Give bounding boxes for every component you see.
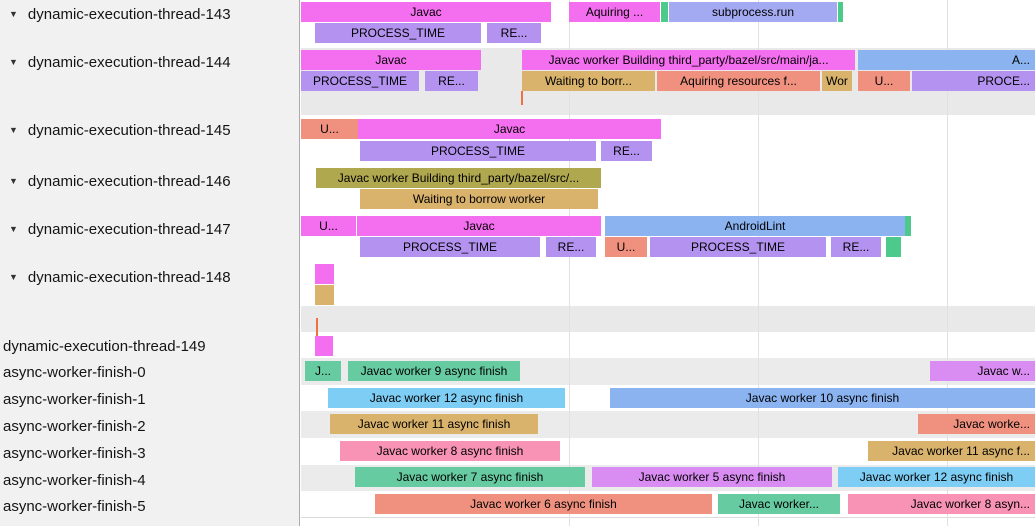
time-gridline <box>947 0 948 526</box>
timeline-bar[interactable]: RE... <box>601 141 652 161</box>
timeline-bar[interactable]: Waiting to borr... <box>522 71 655 91</box>
sidebar-row-label[interactable]: async-worker-finish-4 <box>0 470 146 490</box>
timeline-bar[interactable]: Javac worker 11 async finish <box>330 414 538 434</box>
row-label-text: async-worker-finish-0 <box>3 363 146 381</box>
timeline-bar[interactable]: Wor <box>822 71 852 91</box>
timeline-bar[interactable]: J... <box>305 361 341 381</box>
collapse-arrow-icon[interactable]: ▼ <box>9 125 18 135</box>
sidebar-row-label[interactable]: ▼ dynamic-execution-thread-143 <box>0 4 231 24</box>
timeline-bar[interactable]: Javac worker 12 async finish <box>328 388 565 408</box>
timeline-bar[interactable] <box>886 237 901 257</box>
timeline-bar[interactable]: Javac <box>301 2 551 22</box>
row-label-text: dynamic-execution-thread-144 <box>27 53 231 71</box>
timeline-bar[interactable]: U... <box>301 216 356 236</box>
event-marker-tick[interactable] <box>521 91 523 105</box>
collapse-arrow-icon[interactable]: ▼ <box>9 57 18 67</box>
sidebar-row-label[interactable]: dynamic-execution-thread-149 <box>0 336 206 356</box>
timeline-bar[interactable]: RE... <box>831 237 881 257</box>
time-gridline <box>758 0 759 526</box>
timeline-bar[interactable]: Javac worker 9 async finish <box>348 361 520 381</box>
timeline-bar[interactable]: Javac worker 12 async finish <box>838 467 1035 487</box>
timeline-bar[interactable]: RE... <box>425 71 478 91</box>
sidebar-row-label[interactable]: async-worker-finish-2 <box>0 416 146 436</box>
sidebar-row-label[interactable]: ▼ dynamic-execution-thread-148 <box>0 267 231 287</box>
timeline-bar[interactable]: AndroidLint <box>605 216 905 236</box>
timeline-bar[interactable] <box>315 336 333 356</box>
timeline-bar[interactable]: U... <box>858 71 910 91</box>
timeline-bar[interactable]: PROCESS_TIME <box>315 23 481 43</box>
timeline-bar[interactable]: PROCESS_TIME <box>360 141 596 161</box>
timeline-bar[interactable]: Javac worker 8 asyn... <box>848 494 1035 514</box>
timeline-bar[interactable]: Javac worker Building third_party/bazel/… <box>522 50 855 70</box>
timeline-bar[interactable] <box>905 216 911 236</box>
row-label-text: dynamic-execution-thread-148 <box>27 268 231 286</box>
collapse-arrow-icon[interactable]: ▼ <box>9 9 18 19</box>
row-labels-panel: ▼ dynamic-execution-thread-143 ▼ dynamic-ex… <box>0 0 300 526</box>
timeline-bar[interactable] <box>838 2 843 22</box>
timeline-bar[interactable]: Javac worker 5 async finish <box>592 467 832 487</box>
timeline-bar[interactable]: Javac worker 8 async finish <box>340 441 560 461</box>
timeline-bar[interactable]: RE... <box>546 237 596 257</box>
timeline-bar[interactable]: PROCESS_TIME <box>360 237 540 257</box>
timeline-bar[interactable] <box>661 2 668 22</box>
sidebar-row-label[interactable]: ▼ dynamic-execution-thread-147 <box>0 219 231 239</box>
event-marker-tick[interactable] <box>316 318 318 336</box>
timeline-bar[interactable]: PROCESS_TIME <box>301 71 419 91</box>
timeline-bar[interactable]: Aquiring ... <box>569 2 660 22</box>
timeline-bar[interactable]: Javac worker... <box>718 494 840 514</box>
collapse-arrow-icon[interactable]: ▼ <box>9 272 18 282</box>
collapse-arrow-icon[interactable]: ▼ <box>9 176 18 186</box>
row-label-text: async-worker-finish-4 <box>3 471 146 489</box>
timeline-bar[interactable]: Javac worke... <box>918 414 1035 434</box>
timeline-bar[interactable]: Javac worker 10 async finish <box>610 388 1035 408</box>
timeline-bar[interactable] <box>315 285 334 305</box>
timeline-bar[interactable]: Javac worker 11 async f... <box>868 441 1035 461</box>
row-label-text: async-worker-finish-1 <box>3 390 146 408</box>
sidebar-row-label[interactable]: async-worker-finish-1 <box>0 389 146 409</box>
sidebar-row-label[interactable]: async-worker-finish-3 <box>0 443 146 463</box>
time-gridline <box>569 0 570 526</box>
sidebar-row-label[interactable]: ▼ dynamic-execution-thread-144 <box>0 52 231 72</box>
collapse-arrow-icon[interactable]: ▼ <box>9 224 18 234</box>
timeline-bar[interactable]: PROCE... <box>912 71 1035 91</box>
row-label-text: dynamic-execution-thread-143 <box>27 5 231 23</box>
timeline-chart[interactable]: Javac Aquiring ... subprocess.run PROCESS_T… <box>301 0 1035 526</box>
timeline-bar[interactable]: A... <box>858 50 1035 70</box>
row-background-band <box>301 517 1035 518</box>
timeline-bar[interactable]: Javac <box>358 119 661 139</box>
timeline-bar[interactable]: Aquiring resources f... <box>657 71 820 91</box>
row-background-band <box>301 306 1035 332</box>
sidebar-row-label[interactable]: ▼ dynamic-execution-thread-146 <box>0 171 231 191</box>
timeline-bar[interactable]: Waiting to borrow worker <box>360 189 598 209</box>
row-label-text: dynamic-execution-thread-146 <box>27 172 231 190</box>
row-label-text: async-worker-finish-5 <box>3 497 146 515</box>
row-label-text: dynamic-execution-thread-149 <box>3 337 206 355</box>
row-label-text: async-worker-finish-2 <box>3 417 146 435</box>
sidebar-row-label[interactable]: async-worker-finish-5 <box>0 496 146 516</box>
timeline-bar[interactable]: PROCESS_TIME <box>650 237 826 257</box>
timeline-bar[interactable]: RE... <box>487 23 541 43</box>
timeline-bar[interactable]: U... <box>301 119 358 139</box>
timeline-bar[interactable]: Javac worker 6 async finish <box>375 494 712 514</box>
sidebar-row-label[interactable]: ▼ dynamic-execution-thread-145 <box>0 120 231 140</box>
timeline-bar[interactable] <box>315 264 334 284</box>
sidebar-row-label[interactable]: async-worker-finish-0 <box>0 362 146 382</box>
timeline-bar[interactable]: subprocess.run <box>669 2 837 22</box>
row-label-text: async-worker-finish-3 <box>3 444 146 462</box>
timeline-bar[interactable]: U... <box>605 237 647 257</box>
timeline-bar[interactable]: Javac w... <box>930 361 1035 381</box>
row-label-text: dynamic-execution-thread-147 <box>27 220 231 238</box>
timeline-bar[interactable]: Javac <box>357 216 601 236</box>
row-label-text: dynamic-execution-thread-145 <box>27 121 231 139</box>
timeline-bar[interactable]: Javac worker Building third_party/bazel/… <box>316 168 601 188</box>
timeline-bar[interactable]: Javac <box>301 50 481 70</box>
timeline-bar[interactable]: Javac worker 7 async finish <box>355 467 585 487</box>
